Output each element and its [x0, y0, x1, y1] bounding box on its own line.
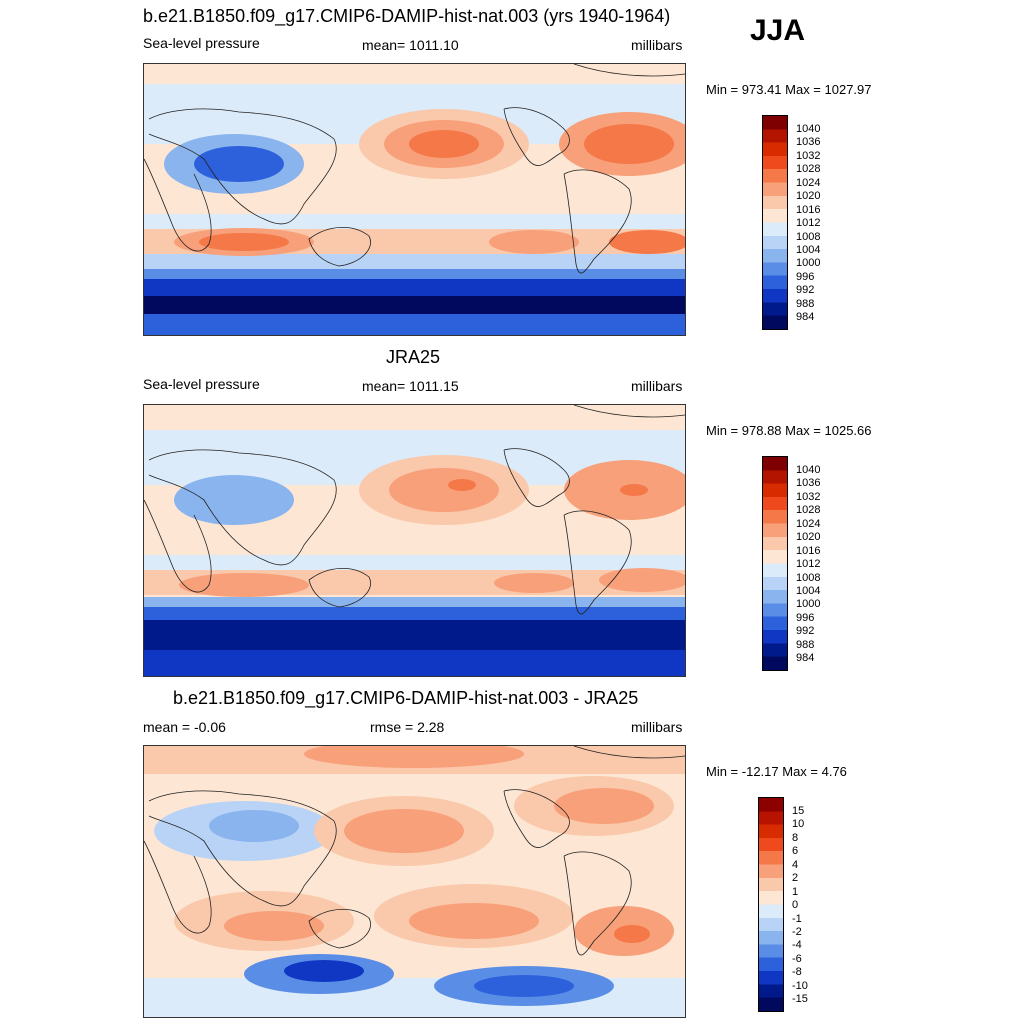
colorbar-label: 1020	[796, 190, 821, 202]
panel1-map	[143, 63, 686, 336]
panel3-units-label: millibars	[631, 719, 683, 735]
panel2-colorbar: 1040 1036 1032 1028 1024 1020 1016 1012 …	[762, 456, 842, 671]
colorbar-label: -15	[792, 993, 808, 1005]
panel2-map	[143, 404, 686, 677]
panel3-rmse-label: rmse = 2.28	[370, 719, 445, 735]
colorbar-label: -1	[792, 913, 802, 925]
colorbar-label: 984	[796, 311, 815, 323]
colorbar-label: 0	[792, 899, 799, 911]
colorbar-label: 1012	[796, 558, 821, 570]
colorbar-label: 4	[792, 859, 799, 871]
panel2-mean-label: mean= 1011.15	[362, 378, 459, 394]
colorbar-label: 996	[796, 271, 815, 283]
colorbar-label: 1028	[796, 163, 821, 175]
colorbar-label: 6	[792, 845, 799, 857]
colorbar-label: 1016	[796, 545, 821, 557]
colorbar-label: 996	[796, 612, 815, 624]
panel2-minmax: Min = 978.88 Max = 1025.66	[706, 423, 872, 438]
colorbar-label: 1024	[796, 518, 821, 530]
colorbar-label: 1020	[796, 531, 821, 543]
panel1-variable-label: Sea-level pressure	[143, 35, 260, 51]
colorbar-label: 992	[796, 625, 815, 637]
colorbar-label: 992	[796, 284, 815, 296]
colorbar-label: 1036	[796, 477, 821, 489]
colorbar-label: -8	[792, 966, 802, 978]
colorbar-label: 1000	[796, 598, 821, 610]
panel2-title: JRA25	[386, 347, 441, 367]
colorbar-label: 1012	[796, 217, 821, 229]
colorbar-label: 1	[792, 886, 799, 898]
colorbar-label: 15	[792, 805, 805, 817]
panel3-colorbar: 15 10 8 6 4 2 1 0 -1 -2 -4 -6 -8 -10 -15	[758, 797, 838, 1012]
colorbar-label: 1040	[796, 123, 821, 135]
colorbar-label: -4	[792, 939, 802, 951]
colorbar-label: 10	[792, 818, 805, 830]
colorbar-label: 1040	[796, 464, 821, 476]
panel1-minmax: Min = 973.41 Max = 1027.97	[706, 82, 872, 97]
colorbar-label: 988	[796, 639, 815, 651]
colorbar-label: 2	[792, 872, 799, 884]
colorbar-label: -2	[792, 926, 802, 938]
panel2-units-label: millibars	[631, 378, 683, 394]
colorbar-label: 1032	[796, 491, 821, 503]
colorbar-label: 1004	[796, 244, 821, 256]
panel3-mean-label: mean = -0.06	[143, 719, 226, 735]
panel3-map	[143, 745, 686, 1018]
panel1-colorbar: 1040 1036 1032 1028 1024 1020 1016 1012 …	[762, 115, 842, 330]
panel2-variable-label: Sea-level pressure	[143, 376, 260, 392]
colorbar-label: 1008	[796, 231, 821, 243]
season-label: JJA	[750, 14, 806, 47]
colorbar-label: -6	[792, 953, 802, 965]
colorbar-label: 1000	[796, 257, 821, 269]
colorbar-label: 1024	[796, 177, 821, 189]
colorbar-label: 1004	[796, 585, 821, 597]
panel3-minmax: Min = -12.17 Max = 4.76	[706, 764, 847, 779]
colorbar-label: 1032	[796, 150, 821, 162]
colorbar-label: -10	[792, 980, 808, 992]
colorbar-label: 988	[796, 298, 815, 310]
panel1-units-label: millibars	[631, 37, 683, 53]
panel3-title: b.e21.B1850.f09_g17.CMIP6-DAMIP-hist-nat…	[173, 688, 639, 708]
colorbar-label: 1028	[796, 504, 821, 516]
panel1-mean-label: mean= 1011.10	[362, 37, 459, 53]
panel1-title: b.e21.B1850.f09_g17.CMIP6-DAMIP-hist-nat…	[143, 6, 671, 26]
colorbar-label: 1036	[796, 136, 821, 148]
colorbar-label: 984	[796, 652, 815, 664]
colorbar-label: 8	[792, 832, 799, 844]
colorbar-label: 1008	[796, 572, 821, 584]
colorbar-label: 1016	[796, 204, 821, 216]
